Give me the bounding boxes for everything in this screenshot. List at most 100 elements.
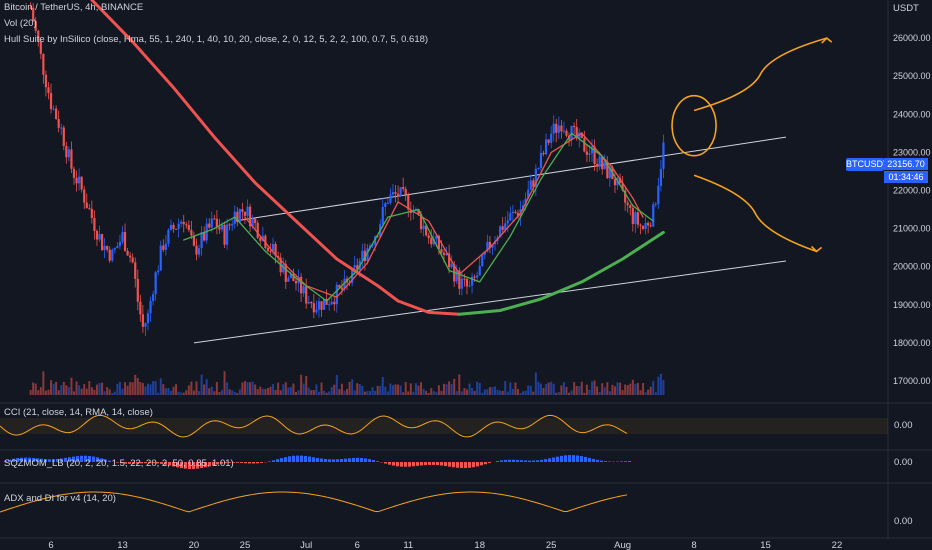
sqz-bar [424, 462, 427, 466]
candle-body [338, 284, 341, 288]
sqz-bar [288, 456, 291, 462]
volume-bar [266, 388, 269, 395]
cci-indicator-title[interactable]: CCI (21, close, 14, RMA, 14, close) [4, 407, 153, 418]
sqz-bar [152, 462, 155, 464]
candle-body [613, 179, 617, 186]
candle-body [126, 250, 129, 256]
sqz-bar [224, 462, 227, 464]
price-badge-countdown: 01:34:46 [884, 171, 928, 183]
candle-body [312, 303, 315, 313]
sqz-bar [564, 455, 567, 462]
volume-bar [514, 382, 517, 395]
candle-body [111, 249, 114, 261]
volume-bar [437, 385, 440, 395]
symbol-legend[interactable]: Bitcoin / TetherUS, 4h, BINANCE [4, 2, 144, 13]
volume-bar [175, 384, 178, 395]
candle-body [302, 286, 305, 294]
volume-legend[interactable]: Vol (20) [4, 18, 37, 29]
candle-body [565, 130, 568, 136]
candle-body [353, 265, 356, 268]
volume-bar [185, 390, 188, 395]
candle-body [131, 257, 134, 263]
volume-bar [162, 384, 165, 395]
sqz-bar [104, 459, 107, 462]
candle-body [491, 244, 494, 248]
candle-body [200, 231, 203, 249]
candle-body [208, 223, 211, 228]
volume-bar [593, 380, 596, 395]
volume-bar [407, 391, 410, 395]
volume-bar [562, 382, 565, 395]
volume-bar [539, 383, 542, 395]
candle-body [261, 235, 264, 241]
sqz-bar [200, 462, 203, 469]
sqz-bar [580, 456, 583, 462]
volume-bar [83, 384, 86, 395]
sqz-bar [128, 462, 131, 464]
sqz-bar [136, 462, 139, 464]
candle-body [636, 212, 640, 225]
volume-bar [422, 388, 425, 395]
volume-bar [60, 385, 63, 395]
candle-body [190, 229, 193, 236]
sqz-bar [256, 462, 259, 464]
candle-body [583, 138, 586, 152]
candle-body [226, 224, 229, 245]
candle-body [333, 301, 336, 305]
volume-bar [412, 391, 415, 395]
sqz-bar [376, 461, 379, 462]
sqz-bar [624, 461, 627, 462]
candle-body [547, 139, 550, 143]
candle-body [425, 225, 428, 236]
volume-bar [264, 389, 267, 395]
sqz-bar [204, 462, 207, 468]
sqz-bar [408, 462, 411, 467]
volume-bar [394, 384, 397, 395]
volume-bar [440, 390, 443, 395]
sqz-bar [360, 458, 363, 462]
volume-bar [124, 382, 127, 395]
volume-bar [261, 388, 264, 395]
volume-bar [149, 384, 152, 395]
candle-body [213, 218, 216, 220]
candle-body [465, 278, 469, 287]
sqzmom-indicator-title[interactable]: SQZMOM_LB (20, 2, 20, 1.5, 22, 20, 2, 50… [4, 458, 234, 469]
candle-body [529, 180, 532, 190]
volume-bar [88, 381, 91, 395]
candle-body [552, 123, 555, 134]
hull-suite-legend[interactable]: Hull Suite by InSilico (close, Hma, 55, … [4, 34, 429, 45]
volume-bar [613, 386, 616, 395]
volume-bar [152, 381, 155, 395]
sqz-bar [84, 455, 87, 462]
candle-body [580, 132, 583, 139]
volume-bar [169, 391, 172, 395]
sqz-bar [188, 462, 191, 469]
sqz-bar [544, 459, 547, 462]
candle-body [243, 211, 247, 216]
adx-indicator-title[interactable]: ADX and DI for v4 (14, 20) [4, 493, 116, 504]
candle-body [228, 224, 231, 226]
candle-body [67, 149, 70, 158]
sqz-bar [368, 459, 371, 462]
volume-bar [552, 383, 555, 395]
candle-body [80, 176, 83, 190]
price-axis-unit: USDT [893, 3, 919, 14]
candle-body [141, 314, 144, 327]
candle-body [629, 205, 632, 208]
volume-bar [545, 383, 548, 395]
candle-body [662, 142, 665, 169]
sqz-bar [444, 462, 447, 467]
volume-bar [642, 383, 645, 395]
symbol-price-badge-symbol: BTCUSDT [846, 158, 889, 171]
sqz-bar [160, 462, 163, 464]
candle-body [514, 211, 517, 213]
candle-body [621, 183, 624, 191]
candle-body [220, 224, 224, 230]
volume-bar [141, 383, 144, 395]
sqz-bar [604, 461, 607, 462]
candle-body [458, 270, 461, 289]
volume-bar [340, 383, 343, 395]
sqz-bar [588, 457, 591, 462]
sqz-bar [132, 462, 135, 464]
